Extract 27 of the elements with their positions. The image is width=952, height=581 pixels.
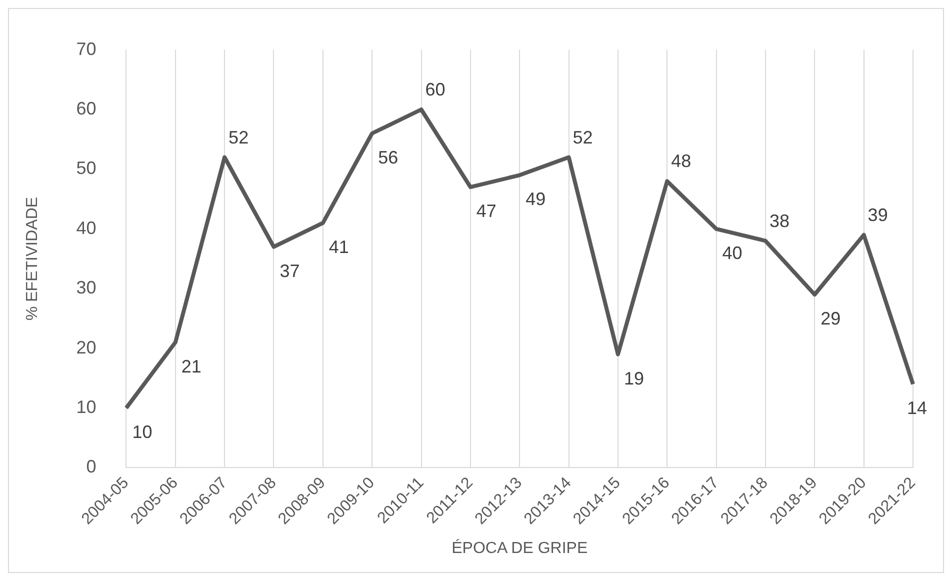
data-label: 38 xyxy=(769,210,790,231)
data-label: 40 xyxy=(722,242,742,263)
y-tick-label: 30 xyxy=(76,278,96,298)
data-label: 39 xyxy=(868,204,888,225)
data-label: 56 xyxy=(378,147,398,168)
y-tick-label: 20 xyxy=(76,337,96,358)
data-label: 48 xyxy=(671,151,692,172)
y-axis-title: % EFETIVIDADE xyxy=(24,196,42,321)
data-label: 19 xyxy=(624,368,644,388)
data-label: 41 xyxy=(328,236,349,257)
y-tick-label: 0 xyxy=(86,456,96,477)
y-tick-label: 40 xyxy=(76,218,96,238)
data-label: 47 xyxy=(476,201,496,222)
y-tick-label: 10 xyxy=(76,396,96,417)
data-label: 14 xyxy=(906,398,928,418)
y-tick-label: 50 xyxy=(76,158,96,178)
data-label: 21 xyxy=(181,356,202,376)
data-label: 49 xyxy=(526,189,546,210)
y-tick-label: 70 xyxy=(76,38,96,59)
data-label: 60 xyxy=(425,80,446,100)
y-tick-label: 60 xyxy=(76,98,96,118)
x-axis-title: ÉPOCA DE GRIPE xyxy=(452,538,588,557)
data-label: 52 xyxy=(228,127,249,148)
data-label: 52 xyxy=(572,127,593,148)
data-label: 37 xyxy=(280,260,300,281)
data-label: 10 xyxy=(132,422,152,442)
data-label: 29 xyxy=(820,308,841,329)
